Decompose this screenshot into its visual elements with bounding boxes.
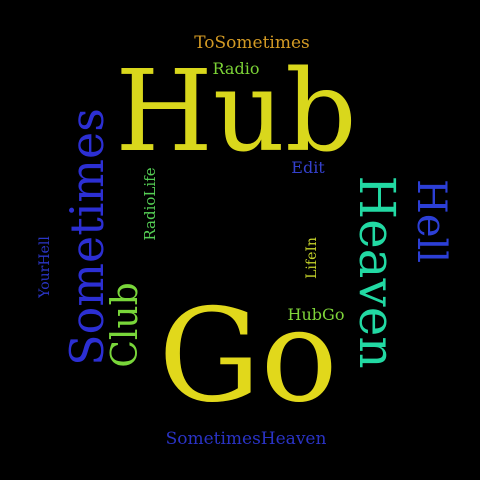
- word-club: Club: [105, 282, 146, 367]
- word-hub: Hub: [115, 47, 357, 177]
- word-edit: Edit: [291, 158, 325, 177]
- word-radio-life: RadioLife: [141, 167, 159, 240]
- word-hell: Hell: [408, 179, 454, 263]
- word-hub-go: HubGo: [288, 305, 345, 324]
- word-sometimes: Sometimes: [60, 108, 114, 366]
- word-your-hell: YourHell: [37, 236, 53, 299]
- word-to-sometimes: ToSometimes: [194, 33, 310, 53]
- word-radio: Radio: [213, 59, 260, 78]
- word-go: Go: [158, 282, 337, 431]
- word-life-in: LifeIn: [304, 237, 320, 279]
- word-heaven: Heaven: [348, 175, 406, 368]
- word-sometimes-heaven: SometimesHeaven: [166, 429, 327, 449]
